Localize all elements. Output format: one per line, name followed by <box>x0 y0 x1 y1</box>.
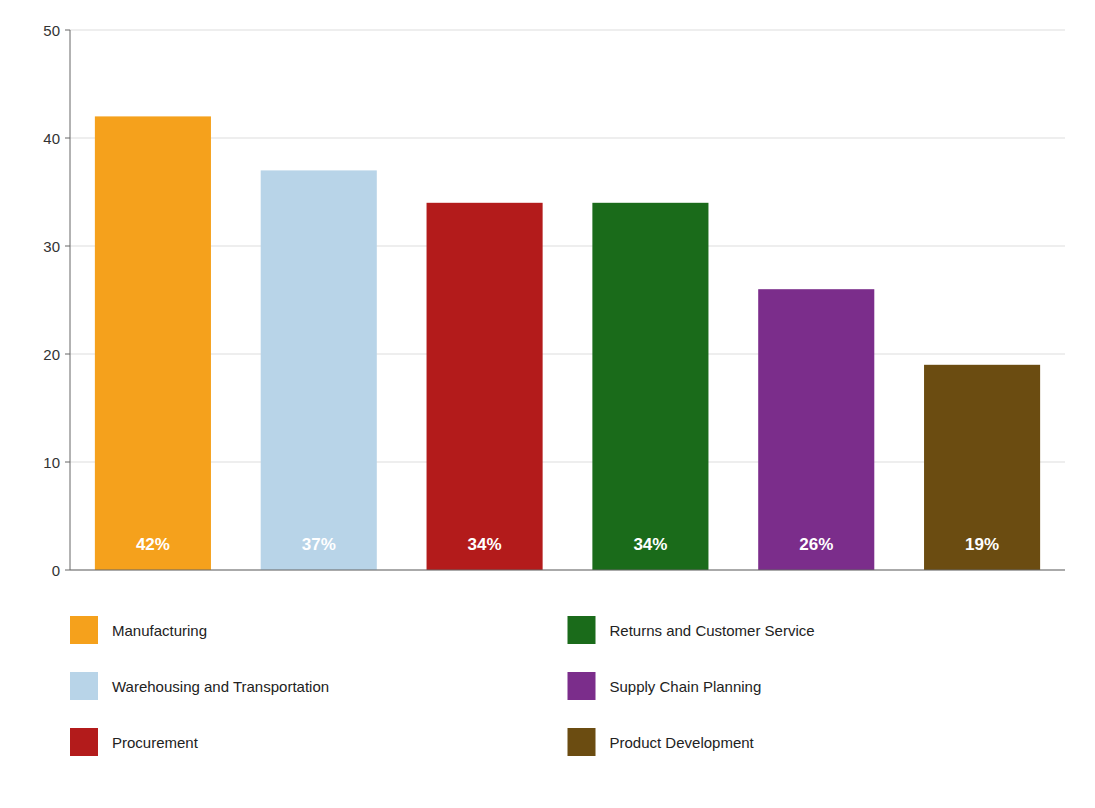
tick-mark <box>65 30 70 31</box>
legend-label: Manufacturing <box>112 622 207 639</box>
grid-line <box>70 138 1065 139</box>
data-label: 37% <box>302 535 336 554</box>
data-labels: 42% 37% 34% 34% 26% 19% <box>136 535 999 554</box>
tick-mark <box>65 462 70 463</box>
grid <box>70 30 1065 570</box>
chart-svg: 0 10 20 30 40 50 42% 37% 34% 34% 26% 19% Manufacturi… <box>0 0 1095 808</box>
tick-label: 0 <box>52 562 60 579</box>
data-label: 34% <box>633 535 667 554</box>
y-axis: 0 10 20 30 40 50 <box>43 22 70 579</box>
tick-label: 50 <box>43 22 60 39</box>
chart-container: 0 10 20 30 40 50 42% 37% 34% 34% 26% 19% Manufacturi… <box>0 0 1095 808</box>
legend-swatch <box>70 728 98 756</box>
grid-line <box>70 354 1065 355</box>
data-label: 34% <box>468 535 502 554</box>
bar <box>924 365 1040 570</box>
tick-label: 10 <box>43 454 60 471</box>
tick-label: 20 <box>43 346 60 363</box>
bar <box>758 289 874 570</box>
y-axis-line <box>70 30 71 570</box>
grid-line <box>70 30 1065 31</box>
grid-line <box>70 462 1065 463</box>
tick-mark <box>65 570 70 571</box>
data-label: 19% <box>965 535 999 554</box>
legend-label: Warehousing and Transportation <box>112 678 329 695</box>
tick-mark <box>65 246 70 247</box>
legend-swatch <box>568 672 596 700</box>
legend-swatch <box>568 616 596 644</box>
legend-swatch <box>70 672 98 700</box>
legend-swatch <box>568 728 596 756</box>
data-label: 42% <box>136 535 170 554</box>
legend-swatch <box>70 616 98 644</box>
tick-mark <box>65 138 70 139</box>
legend-label: Procurement <box>112 734 199 751</box>
bar <box>261 170 377 570</box>
data-label: 26% <box>799 535 833 554</box>
tick-label: 30 <box>43 238 60 255</box>
bar <box>95 116 211 570</box>
tick-mark <box>65 354 70 355</box>
bars <box>95 116 1040 570</box>
legend-label: Returns and Customer Service <box>610 622 815 639</box>
tick-label: 40 <box>43 130 60 147</box>
grid-line <box>70 246 1065 247</box>
legend: Manufacturing Warehousing and Transportat… <box>70 616 815 756</box>
bar <box>592 203 708 570</box>
legend-label: Product Development <box>610 734 755 751</box>
grid-line <box>70 570 1065 571</box>
bar <box>427 203 543 570</box>
legend-label: Supply Chain Planning <box>610 678 762 695</box>
x-axis-line <box>70 570 1065 571</box>
